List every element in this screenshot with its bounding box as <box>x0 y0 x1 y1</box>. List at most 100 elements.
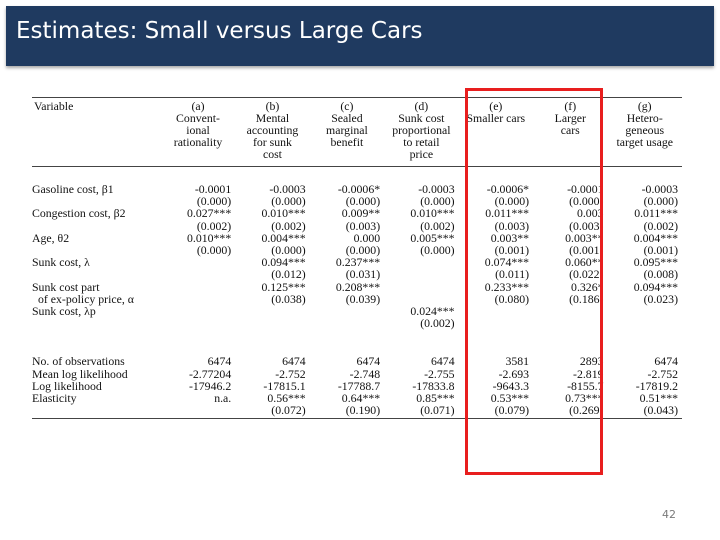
table-cell: 0.326* <box>571 279 604 294</box>
header-letter: Variable <box>34 99 74 113</box>
header-line: Convent- <box>176 111 220 125</box>
table-row: Age, θ2 0.010*** 0.004*** 0.000 0.005*** 0.00… <box>32 232 682 244</box>
table-row: Mean log likelihood -2.77204 -2.752 -2.748 -… <box>32 366 682 381</box>
header-column: (b) Mental accounting for sunk cost <box>235 98 309 167</box>
header-line: benefit <box>330 135 364 149</box>
header-line: price <box>409 147 434 161</box>
table-cell: -2.752 <box>647 366 678 381</box>
row-label: Sunk cost, λ <box>32 255 90 270</box>
table-cell: 0.011*** <box>634 206 678 221</box>
table-cell: 0.237*** <box>335 255 381 270</box>
table-cell: 0.010*** <box>261 206 306 221</box>
header-line: target usage <box>616 135 673 149</box>
table-cell: (0.000) <box>569 194 604 209</box>
table-cell: (0.000) <box>345 194 381 209</box>
table-cell: 0.004*** <box>633 230 678 245</box>
table-cell <box>384 268 458 280</box>
table-row: Sunk cost, λ 0.094*** 0.237*** 0.074*** 0.06… <box>32 256 682 268</box>
table-cell: 6474 <box>431 354 455 369</box>
table-cell: -17819.2 <box>635 378 678 393</box>
table-cell <box>310 305 384 317</box>
table-row: (0.000) (0.000) (0.000) (0.000) (0.000) (0.00… <box>32 195 682 207</box>
table-cell: -0.0003 <box>641 182 678 196</box>
table-cell: -0.0001 <box>194 182 232 196</box>
header-letter: (c) <box>340 99 354 113</box>
row-label: Congestion cost, β2 <box>32 206 126 221</box>
table-row: No. of observations 6474 6474 6474 6474 3581 2… <box>32 355 682 367</box>
row-label <box>32 268 161 280</box>
table-cell: 6474 <box>282 354 306 369</box>
table-cell: -0.0003 <box>269 182 306 196</box>
table-cell: 0.024*** <box>410 304 455 319</box>
header-row: Variable (a) Convent-ional rationality (b) Me… <box>32 97 683 167</box>
table-cell: 0.005*** <box>410 230 455 245</box>
table-cell: (0.002) <box>271 218 306 233</box>
table-cell: -0.0006* <box>337 182 381 196</box>
table-cell <box>161 281 235 293</box>
row-label <box>32 404 161 420</box>
table-cell <box>310 317 384 329</box>
table-cell: (0.022) <box>569 267 604 282</box>
header-line: Mental <box>255 111 290 125</box>
table-cell: 0.003 <box>576 206 604 221</box>
table-cell: 6474 <box>356 354 381 369</box>
header-letter: (e) <box>489 99 503 113</box>
table-cell: (0.079) <box>458 404 534 420</box>
table-cell: 0.003** <box>565 230 604 245</box>
table-cell: (0.001) <box>643 243 678 258</box>
header-line: cost <box>262 147 282 161</box>
table-cell: (0.002) <box>643 218 678 233</box>
table-cell: -2.748 <box>349 366 381 381</box>
table-row: Congestion cost, β2 0.027*** 0.010*** 0.009… <box>32 207 682 219</box>
table-cell: 6474 <box>207 354 232 369</box>
header-line: Sealed <box>331 111 363 125</box>
table-row: Sunk cost, λp 0.024*** <box>32 305 682 317</box>
table-cell: 0.233*** <box>484 279 530 294</box>
table-cell: 2893 <box>579 354 604 369</box>
header-line: rationality <box>173 135 223 149</box>
table-cell: (0.000) <box>420 194 455 209</box>
table-cell: -17788.7 <box>337 378 381 393</box>
table-cell: -17946.2 <box>188 378 232 393</box>
table-cell: (0.039) <box>345 291 381 306</box>
table-cell: -2.77204 <box>188 366 232 381</box>
header-line: Smaller cars <box>466 111 526 125</box>
header-line: geneous <box>625 123 665 137</box>
table-cell: 0.51*** <box>639 391 678 406</box>
slide-title: Estimates: Small versus Large Cars <box>16 18 423 44</box>
page-number: 42 <box>662 508 676 521</box>
table-cell: (0.012) <box>271 267 306 282</box>
row-label: Mean log likelihood <box>32 366 128 381</box>
table-cell: (0.071) <box>384 404 459 420</box>
table-cell: -2.693 <box>498 366 530 381</box>
header-line: to retail <box>403 135 440 149</box>
table-row: Gasoline cost, β1 -0.0001 -0.0003 -0.0006* -… <box>32 183 682 195</box>
table-header: Variable (a) Convent-ional rationality (b) Me… <box>32 97 683 167</box>
title-bar: Estimates: Small versus Large Cars <box>6 6 714 66</box>
table-cell <box>161 256 235 268</box>
row-label: Log likelihood <box>32 378 102 393</box>
header-line: Hetero- <box>626 111 663 125</box>
row-label: Age, θ2 <box>32 230 70 245</box>
table-cell: (0.190) <box>309 404 385 420</box>
table-cell: -0.0006* <box>486 182 530 196</box>
table-cell: (0.003) <box>569 218 604 233</box>
table-cell: 0.64*** <box>341 391 381 406</box>
header-column: (c) Sealed marginal benefit <box>310 98 384 167</box>
table-cell: (0.000) <box>643 194 678 209</box>
table-cell: 0.010*** <box>410 206 455 221</box>
table-row: (0.000) (0.000) (0.000) (0.000) (0.001) (0.00… <box>32 244 682 256</box>
table-cell <box>235 317 309 329</box>
table-cell: 0.56*** <box>267 391 306 406</box>
table-cell: -9643.3 <box>492 378 530 393</box>
table-cell: -2.755 <box>424 366 455 381</box>
table-cell: (0.002) <box>420 316 455 331</box>
header-column: (g) Hetero-geneous target usage <box>608 98 683 167</box>
header-line: marginal <box>326 123 368 137</box>
table-cell: 0.027*** <box>186 206 232 221</box>
header-letter: (b) <box>265 99 280 113</box>
table-cell: (0.000) <box>271 194 306 209</box>
header-column: (e) Smaller cars <box>459 98 533 167</box>
table-cell: (0.072) <box>235 404 310 420</box>
table-cell: (0.002) <box>420 218 455 233</box>
